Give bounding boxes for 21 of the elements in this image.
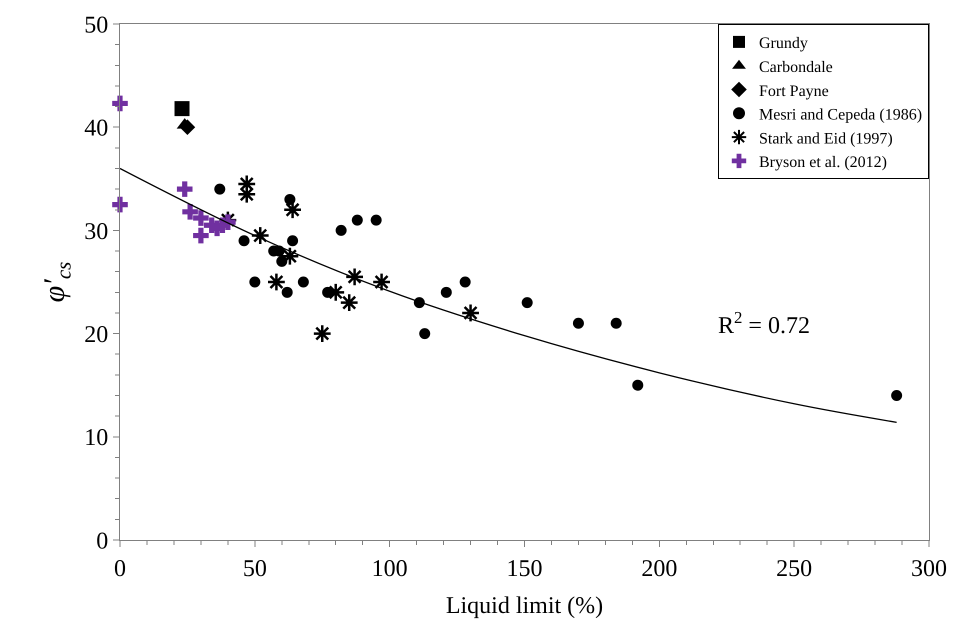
x-tick-label: 0	[114, 556, 126, 582]
y-tick-label: 30	[84, 218, 108, 245]
y-tick-label: 20	[84, 322, 108, 348]
legend-label: Bryson et al. (2012)	[759, 154, 887, 172]
legend-label: Carbondale	[759, 58, 833, 76]
y-tick-label: 10	[84, 425, 108, 452]
y-tick-label: 40	[84, 116, 108, 142]
x-axis-title: Liquid limit (%)	[446, 593, 604, 620]
x-tick-label: 50	[242, 556, 267, 582]
x-tick-label: 200	[641, 556, 678, 582]
y-tick-label: 50	[84, 12, 108, 38]
legend-label: Stark and Eid (1997)	[759, 130, 893, 148]
y-tick-label: 0	[96, 528, 108, 554]
legend-label: Fort Payne	[759, 82, 829, 100]
x-tick-label: 250	[776, 556, 812, 582]
x-tick-label: 100	[372, 556, 408, 582]
annotation: R$^{2}$ = 0.72	[718, 308, 810, 340]
legend-label: Mesri and Cepeda (1986)	[759, 106, 922, 124]
x-tick-label: 150	[506, 556, 542, 582]
x-tick-label: 300	[911, 556, 947, 582]
legend-label: Grundy	[759, 35, 808, 52]
